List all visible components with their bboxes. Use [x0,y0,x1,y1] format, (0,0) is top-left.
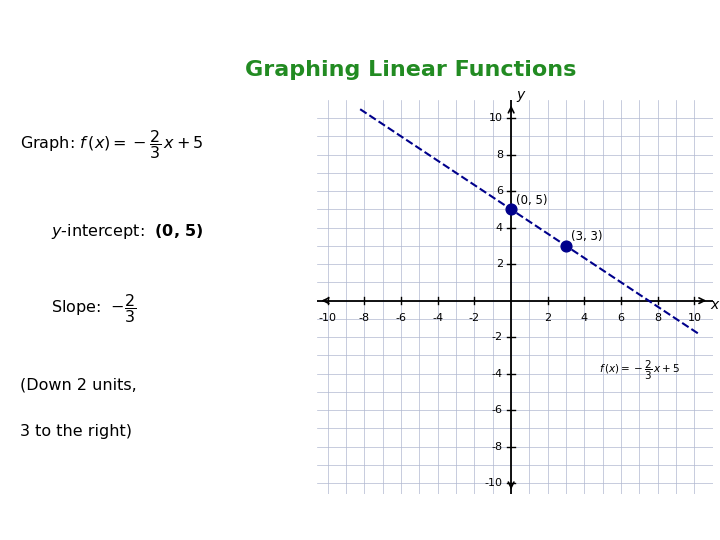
Text: 3 to the right): 3 to the right) [19,424,132,439]
Text: Graph: $f\,(x)=-\dfrac{2}{3}\,x+5$: Graph: $f\,(x)=-\dfrac{2}{3}\,x+5$ [19,129,203,161]
Text: 10: 10 [685,520,698,530]
Text: -6: -6 [395,313,407,322]
Text: -8: -8 [492,442,503,451]
Text: (Down 2 units,: (Down 2 units, [19,377,136,392]
Text: x: x [710,298,719,312]
Point [560,241,572,250]
Text: ALWAYS LEARNING: ALWAYS LEARNING [14,520,117,530]
Text: -4: -4 [432,313,444,322]
Text: $y$-intercept:  $\mathbf{(0,\,5)}$: $y$-intercept: $\mathbf{(0,\,5)}$ [50,221,203,241]
Text: Copyright © 2016, 2012, and 2009 Pearson Education, Inc.: Copyright © 2016, 2012, and 2009 Pearson… [215,520,505,530]
Text: -10: -10 [319,313,337,322]
Text: Graphing Linear Functions: Graphing Linear Functions [245,60,576,80]
Text: y: y [517,87,525,102]
Text: -6: -6 [492,405,503,415]
Text: -10: -10 [485,478,503,488]
Text: -8: -8 [359,313,370,322]
Text: -2: -2 [492,332,503,342]
Text: -4: -4 [492,369,503,379]
Text: 8: 8 [654,313,662,322]
Text: 4: 4 [496,222,503,233]
Text: 10: 10 [489,113,503,123]
Text: 6: 6 [618,313,625,322]
Text: (0, 5): (0, 5) [516,194,547,207]
Text: 2: 2 [544,313,552,322]
Text: Example: Example [11,10,130,33]
Text: 10: 10 [688,313,701,322]
Text: 2: 2 [496,259,503,269]
Text: Slope:  $-\dfrac{2}{3}$: Slope: $-\dfrac{2}{3}$ [50,292,136,325]
Point [505,205,517,214]
Text: 6: 6 [496,186,503,196]
Text: 8: 8 [496,150,503,160]
Text: 4: 4 [581,313,588,322]
Text: -2: -2 [469,313,480,322]
Text: $f\,(x)=-\dfrac{2}{3}\,x+5$: $f\,(x)=-\dfrac{2}{3}\,x+5$ [599,359,680,382]
Text: (3, 3): (3, 3) [571,230,602,243]
